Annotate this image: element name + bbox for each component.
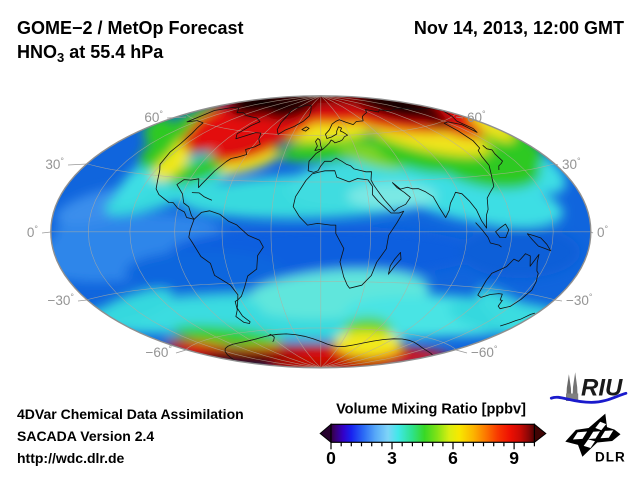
svg-text:RIU: RIU xyxy=(581,374,623,401)
svg-text:Volume Mixing Ratio [ppbv]: Volume Mixing Ratio [ppbv] xyxy=(336,402,526,418)
svg-text:−60°: −60° xyxy=(145,344,172,360)
svg-text:DLR: DLR xyxy=(595,450,626,465)
svg-text:60°: 60° xyxy=(144,109,163,125)
svg-text:3: 3 xyxy=(387,448,397,468)
svg-text:0°: 0° xyxy=(27,224,39,240)
svg-text:0°: 0° xyxy=(597,224,609,240)
svg-text:60°: 60° xyxy=(467,109,486,125)
svg-text:30°: 30° xyxy=(562,156,581,172)
svg-text:−30°: −30° xyxy=(566,292,593,308)
svg-text:6: 6 xyxy=(448,448,458,468)
svg-text:30°: 30° xyxy=(45,156,64,172)
svg-text:0: 0 xyxy=(326,448,336,468)
svg-text:9: 9 xyxy=(509,448,519,468)
svg-text:−30°: −30° xyxy=(47,292,74,308)
svg-text:−60°: −60° xyxy=(471,344,498,360)
